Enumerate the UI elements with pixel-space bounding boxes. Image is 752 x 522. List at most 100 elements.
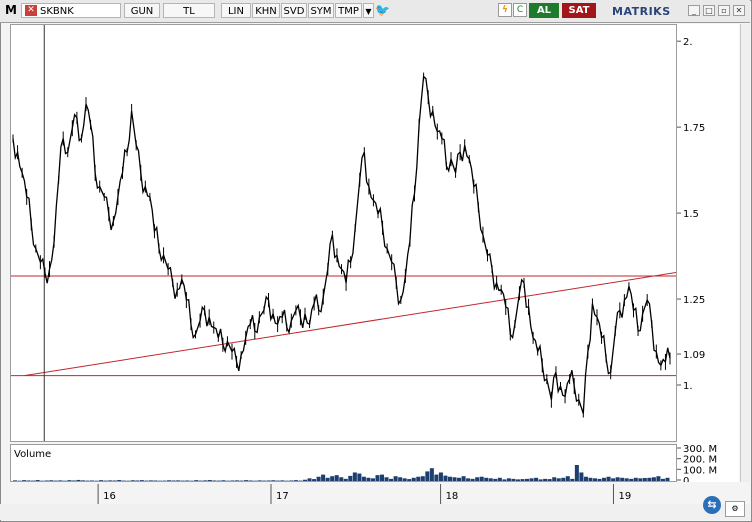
- minimize-icon[interactable]: _: [688, 5, 700, 16]
- volume-bar: [497, 477, 502, 481]
- maximize-icon[interactable]: □: [703, 5, 715, 16]
- price-plot-area[interactable]: [10, 24, 677, 442]
- refresh-icon[interactable]: C: [513, 3, 527, 17]
- currency-button[interactable]: TL: [163, 3, 215, 18]
- volume-bar: [624, 478, 629, 481]
- volume-bar: [26, 480, 31, 481]
- volume-bar: [176, 480, 181, 481]
- volume-bar: [506, 478, 511, 481]
- date-axis-label: 19: [618, 491, 631, 502]
- axis-tick-label: 1.75: [683, 123, 705, 134]
- volume-bar: [597, 478, 602, 481]
- volume-bar: [343, 478, 348, 481]
- volume-bar: [479, 476, 484, 481]
- volume-bar: [393, 476, 398, 481]
- volume-bar: [407, 479, 412, 481]
- volume-bar: [207, 480, 212, 481]
- scale-button[interactable]: LIN: [221, 3, 251, 18]
- volume-bar: [334, 475, 339, 481]
- volume-bar: [325, 477, 330, 481]
- volume-bar: [194, 480, 199, 481]
- svd-button[interactable]: SVD: [281, 3, 307, 18]
- volume-bar: [665, 477, 670, 481]
- restore-icon[interactable]: ▫: [718, 5, 730, 16]
- vertical-scrollbar[interactable]: [740, 24, 750, 482]
- volume-bar: [488, 478, 493, 481]
- volume-bar: [447, 476, 453, 481]
- sync-icon[interactable]: ⇆: [703, 496, 721, 514]
- symbol-field[interactable]: ✕ SKBNK: [21, 3, 121, 18]
- close-symbol-icon[interactable]: ✕: [25, 5, 37, 16]
- volume-bar: [316, 476, 321, 481]
- volume-bar: [80, 480, 85, 481]
- volume-bar: [556, 478, 561, 481]
- volume-bar: [76, 479, 81, 481]
- volume-bar: [244, 480, 249, 481]
- volume-bar: [212, 480, 217, 481]
- volume-bar: [361, 476, 366, 481]
- volume-bar: [515, 479, 520, 481]
- volume-bar: [293, 480, 298, 481]
- volume-bar: [534, 477, 539, 481]
- twitter-bird-icon[interactable]: 🐦: [375, 3, 390, 17]
- volume-bar: [620, 477, 625, 481]
- volume-bar: [629, 478, 634, 481]
- volume-bar: [457, 477, 462, 481]
- volume-bar: [357, 473, 362, 481]
- settings-icon[interactable]: ⚙: [725, 501, 745, 517]
- symbol-value: SKBNK: [40, 6, 74, 17]
- volume-bar: [638, 478, 643, 481]
- volume-bar: [461, 476, 466, 481]
- volume-bar: [13, 480, 18, 481]
- buy-button[interactable]: AL: [529, 3, 559, 18]
- khn-button[interactable]: KHN: [252, 3, 280, 18]
- volume-axis-tick-label: 200. M: [683, 455, 717, 466]
- app-logo[interactable]: M: [5, 3, 17, 17]
- value-axis: 2. 1.75 1.5 1.25 1.09 1. 300. M 200. M 100. M 0.: [677, 24, 739, 487]
- volume-bar: [574, 465, 579, 481]
- volume-pane[interactable]: Volume: [10, 444, 677, 482]
- volume-chart: Volume: [13, 449, 670, 481]
- volume-bar: [660, 478, 665, 481]
- volume-bar: [565, 476, 570, 481]
- volume-axis-tick-label: 300. M: [683, 444, 717, 455]
- volume-bar: [22, 480, 27, 481]
- volume-bar: [615, 477, 620, 481]
- date-axis-svg: 16 17 18 19: [97, 484, 631, 504]
- volume-bar: [44, 480, 49, 481]
- close-window-icon[interactable]: ✕: [733, 5, 745, 16]
- volume-bar: [352, 472, 357, 481]
- volume-bar: [452, 477, 457, 481]
- axis-tick-label: 1.5: [683, 209, 699, 220]
- sym-button[interactable]: SYM: [308, 3, 334, 18]
- volume-bar: [429, 468, 434, 481]
- volume-bar: [416, 476, 421, 481]
- volume-bar: [529, 478, 534, 481]
- volume-bar: [570, 478, 575, 481]
- volume-bar: [171, 480, 176, 481]
- axis-tick-label: 1.: [683, 381, 693, 392]
- volume-bar: [366, 477, 371, 481]
- lightning-icon[interactable]: ϟ: [498, 3, 512, 17]
- dropdown-arrow-icon[interactable]: ▼: [363, 3, 374, 18]
- volume-bar: [139, 480, 144, 481]
- volume-bar: [302, 479, 308, 481]
- volume-bar: [312, 479, 317, 481]
- volume-bar: [493, 478, 498, 481]
- volume-bar: [321, 474, 326, 481]
- volume-bar: [167, 480, 172, 481]
- sell-button[interactable]: SAT: [562, 3, 596, 18]
- toolbar: M ✕ SKBNK GUN TL LIN KHN SVD SYM TMP ▼ 🐦…: [0, 0, 750, 23]
- date-axis: 16 17 18 19: [10, 484, 677, 504]
- volume-bar: [583, 476, 588, 481]
- tmp-button[interactable]: TMP: [335, 3, 362, 18]
- volume-bar: [330, 476, 335, 481]
- price-chart: [11, 25, 677, 441]
- volume-bar: [466, 478, 471, 481]
- volume-bar: [108, 480, 113, 481]
- volume-bar: [525, 478, 530, 481]
- period-button[interactable]: GUN: [124, 3, 160, 18]
- volume-bar: [561, 477, 566, 481]
- volume-bar: [651, 477, 656, 481]
